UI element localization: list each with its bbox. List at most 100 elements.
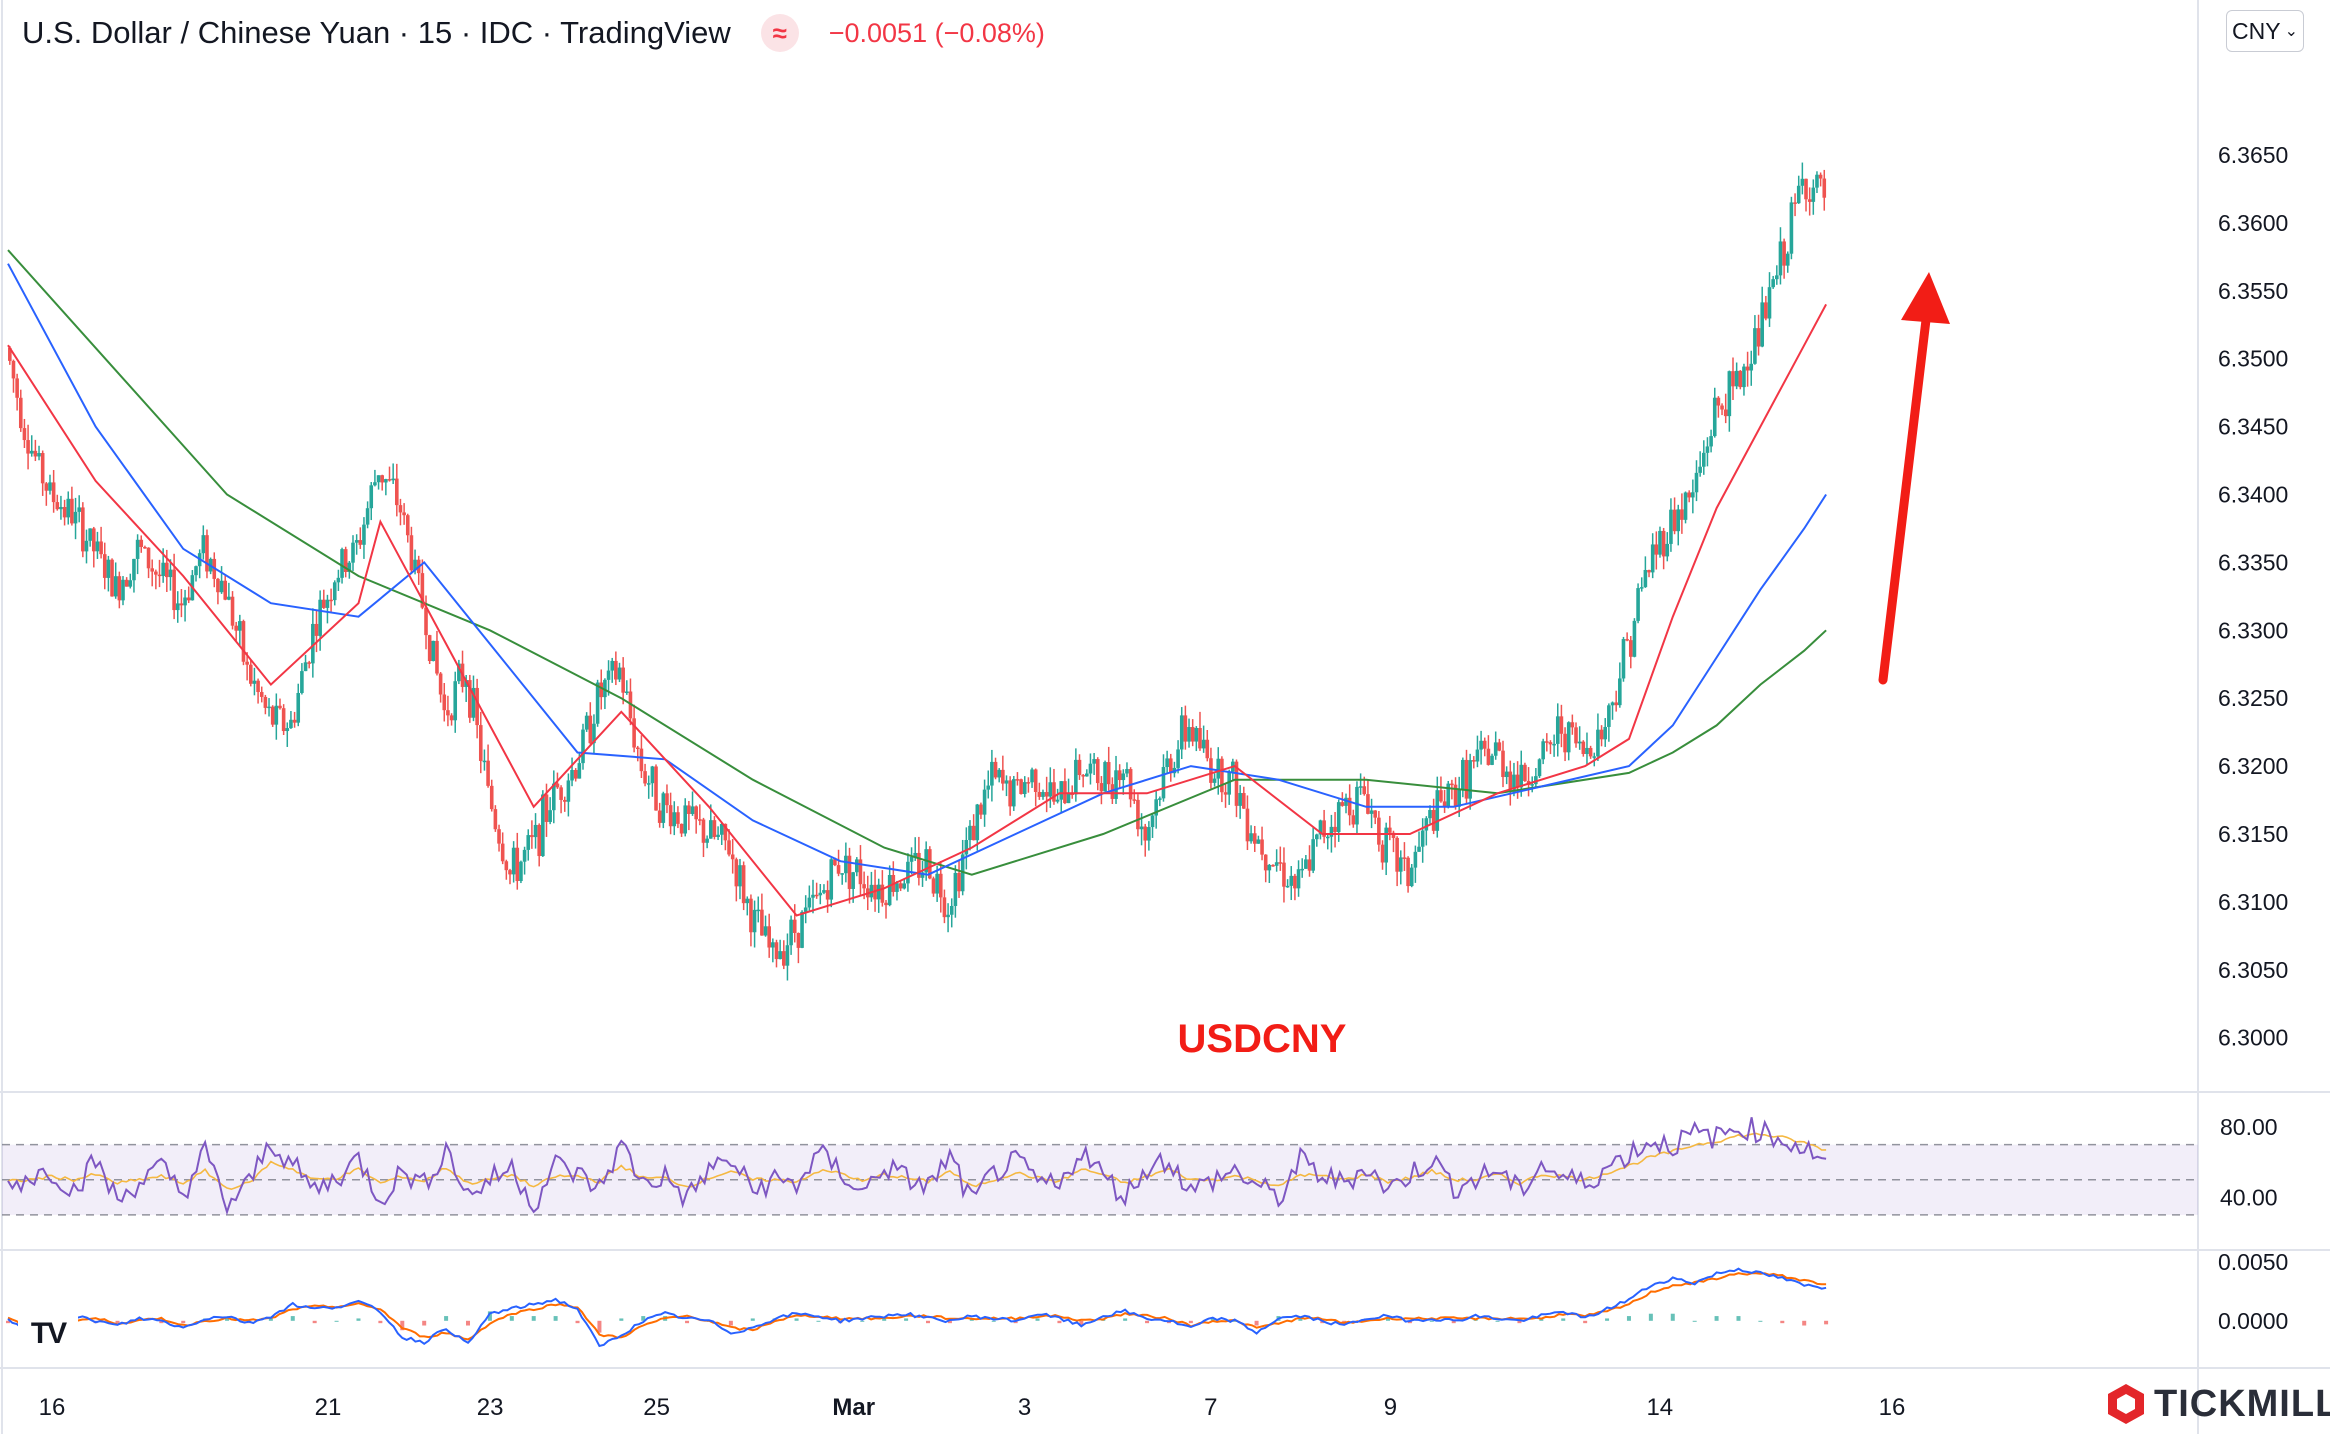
candle-body [95, 541, 100, 552]
candle-body [665, 793, 669, 806]
price-tick-label: 6.3000 [2218, 1025, 2288, 1051]
currency-dropdown[interactable]: CNY ⌄ [2226, 10, 2304, 52]
candle-body [497, 829, 501, 844]
candle-body [993, 761, 998, 778]
candle-body [1709, 436, 1713, 447]
candle-body [1457, 789, 1461, 807]
candle-body [1621, 639, 1626, 679]
candle-body [1420, 830, 1425, 847]
candle-body [1274, 862, 1279, 866]
candle-body [862, 884, 866, 889]
tickmill-logo: TICKMILL [2106, 1378, 2330, 1430]
candle-body [1150, 815, 1155, 828]
candle-body [1490, 755, 1494, 765]
candle-body [270, 706, 275, 725]
candle-body [1807, 199, 1812, 202]
candle-body [661, 793, 666, 823]
macd-hist-bar [356, 1318, 361, 1321]
candle-body [223, 580, 228, 600]
candle-body [369, 485, 374, 509]
candle-body [584, 715, 589, 730]
candle-body [1315, 834, 1319, 840]
candle-body [1632, 620, 1637, 657]
candle-body [1654, 544, 1659, 555]
candle-body [734, 859, 739, 887]
candle-body [1545, 741, 1549, 743]
candle-body [1574, 727, 1578, 744]
candle-body [482, 760, 487, 763]
candle-body [526, 835, 531, 850]
candle-body [1252, 833, 1257, 844]
candle-body [413, 559, 417, 571]
candle-body [55, 502, 60, 510]
candle-body [1168, 758, 1173, 774]
candle-body [362, 524, 366, 545]
candle-body [957, 872, 961, 892]
candle-body [1183, 715, 1188, 742]
candle-body [384, 479, 388, 483]
candle-body [1311, 839, 1315, 871]
data-status-badge[interactable]: ≈ [760, 14, 799, 52]
candle-body [654, 766, 658, 811]
tradingview-logo[interactable]: TV [18, 1308, 78, 1360]
price-tick-label: 6.3600 [2218, 210, 2288, 236]
candle-body [643, 771, 647, 784]
candle-body [154, 571, 158, 575]
candle-body [1409, 867, 1414, 887]
candle-body [581, 729, 585, 764]
candle-body [1800, 178, 1805, 186]
candle-body [880, 884, 885, 903]
candle-body [1504, 771, 1509, 778]
candle-body [424, 607, 428, 636]
candle-body [1205, 739, 1210, 759]
candle-body [727, 840, 731, 855]
chart-title: USDCNY [1178, 1017, 1347, 1061]
candle-body [705, 838, 709, 843]
candle-body [781, 951, 786, 966]
macd-hist-bar [181, 1320, 186, 1324]
candle-body [1508, 771, 1513, 790]
candle-body [756, 909, 761, 912]
candle-body [420, 573, 425, 608]
tickmill-wordmark: TICKMILL [2154, 1382, 2330, 1425]
symbol-title[interactable]: U.S. Dollar / Chinese Yuan · 15 · IDC · … [22, 15, 731, 50]
candle-body [336, 577, 341, 583]
macd-hist-bar [1561, 1318, 1566, 1321]
candle-body [435, 640, 439, 674]
candle-body [1512, 774, 1516, 790]
candle-body [1260, 839, 1264, 855]
candle-body [548, 810, 552, 822]
candle-body [1267, 864, 1272, 871]
candle-body [311, 623, 315, 664]
candle-body [792, 919, 797, 933]
candle-body [1424, 818, 1429, 831]
candle-body [77, 507, 81, 512]
macd-hist-bar [597, 1320, 602, 1333]
chevron-down-icon: ⌄ [2284, 23, 2298, 40]
candle-body [913, 852, 918, 857]
candle-body [1716, 397, 1721, 406]
candle-body [1603, 726, 1608, 740]
macd-hist-bar [1714, 1316, 1719, 1321]
candle-body [599, 682, 604, 698]
candle-body [230, 596, 235, 626]
candle-body [1610, 702, 1615, 706]
candle-body [99, 541, 103, 555]
candle-body [1077, 759, 1082, 776]
candle-body [1216, 758, 1221, 779]
candle-body [18, 397, 23, 429]
candle-body [1095, 759, 1100, 784]
candle-body [690, 806, 695, 814]
candle-body [146, 547, 151, 569]
candle-body [351, 542, 355, 563]
macd-hist-bar [1035, 1318, 1040, 1321]
candle-body [825, 890, 830, 900]
candle-body [1161, 767, 1166, 799]
macd-hist-bar [991, 1320, 996, 1322]
candle-body [1344, 797, 1348, 806]
candle-body [1468, 760, 1472, 799]
candle-body [113, 576, 118, 597]
candle-body [66, 498, 71, 518]
candle-body [1818, 174, 1823, 179]
candle-body [234, 625, 238, 631]
